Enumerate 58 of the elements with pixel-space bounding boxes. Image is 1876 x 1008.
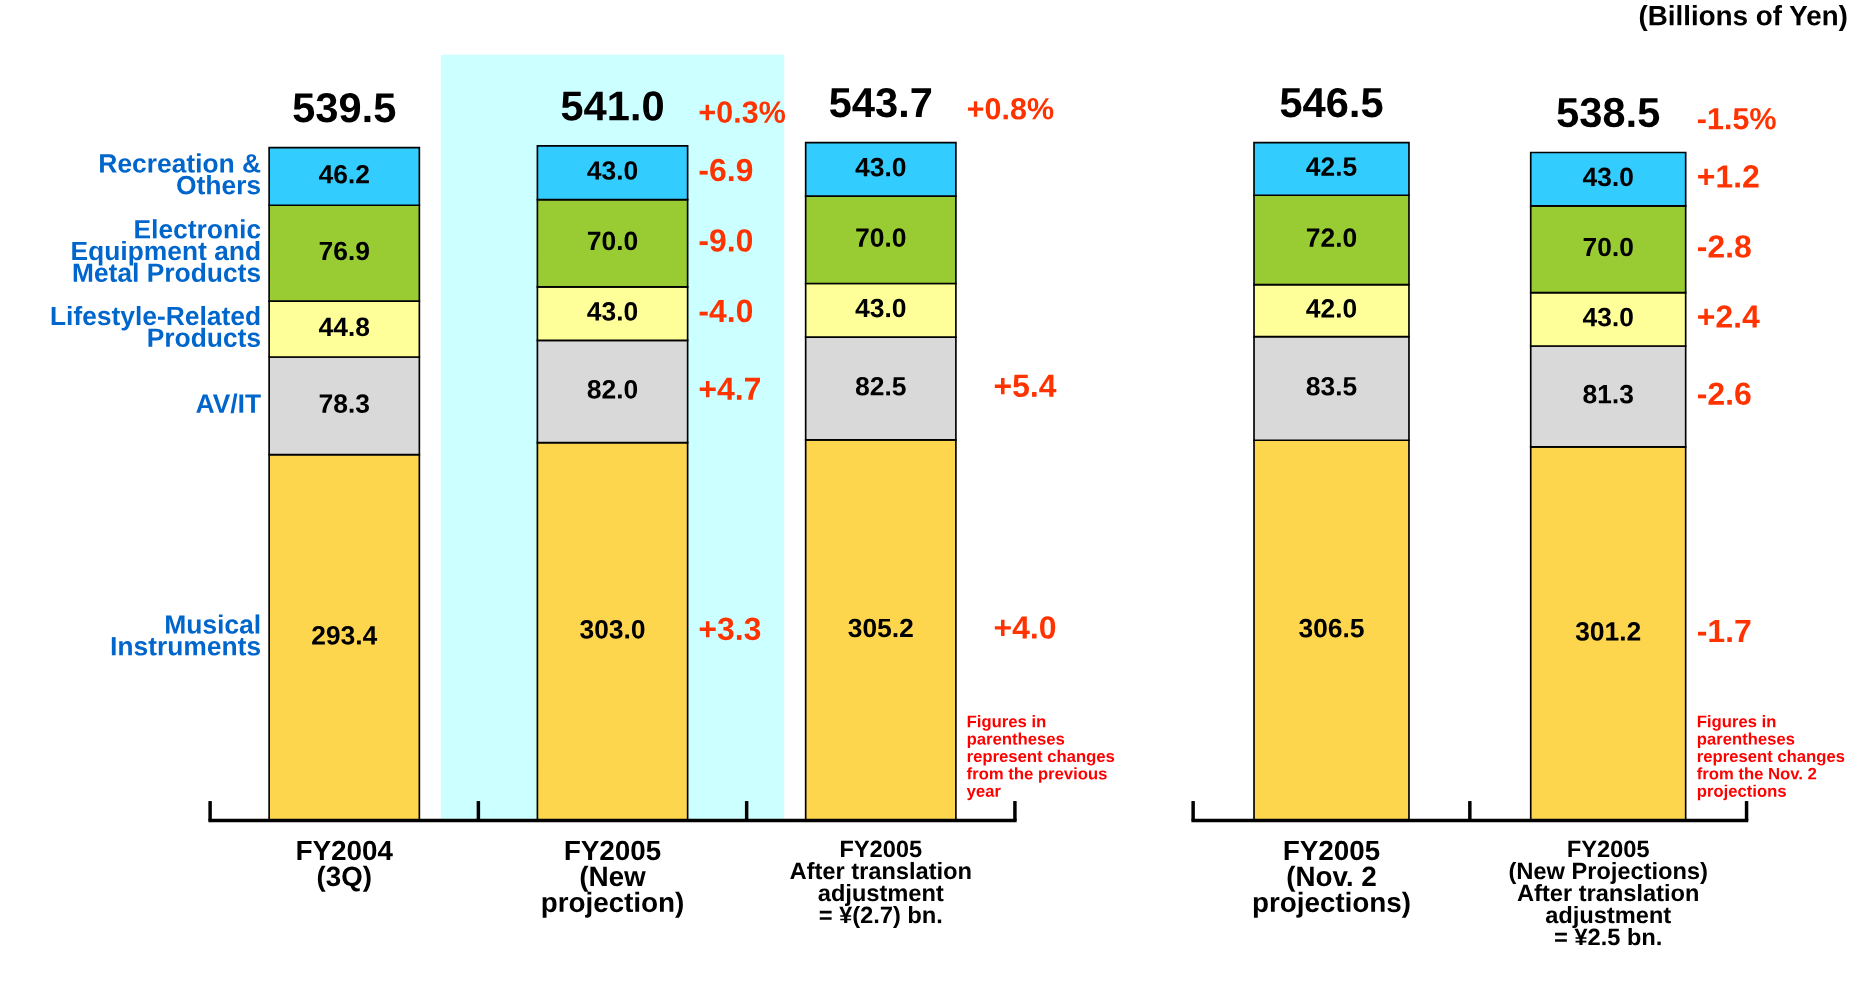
series-label: Electronic Equipment and Metal Products — [72, 219, 261, 283]
total-label: 543.7 — [829, 87, 932, 118]
total-label: 546.5 — [1280, 87, 1383, 118]
data-label: 78.3 — [319, 394, 369, 413]
text: +0.8% — [967, 97, 1054, 120]
data-label: 301.2 — [1575, 622, 1641, 641]
x-tick-label: FY2005 After translation adjustment = ¥(2.7) bn. — [790, 840, 971, 928]
annotation: -2.8 — [1698, 235, 1751, 258]
data-label: 82.5 — [855, 376, 906, 396]
series-label: Lifestyle-Related Products — [51, 305, 261, 348]
data-label: 305.2 — [848, 618, 913, 638]
series-label: AV/IT — [196, 393, 261, 414]
data-label: 43.0 — [1582, 307, 1633, 327]
data-label: 293.4 — [312, 625, 378, 645]
data-label: 83.5 — [1306, 376, 1357, 396]
data-label: 43.0 — [587, 302, 638, 321]
annotation: +1.2 — [1698, 165, 1759, 188]
data-label: 43.0 — [587, 161, 638, 180]
x-tick-label: FY2005 (New projection) — [542, 840, 683, 918]
x-tick-label: FY2004 (3Q) — [297, 840, 393, 892]
data-label: 72.0 — [1306, 228, 1357, 248]
data-label: 70.0 — [587, 231, 638, 251]
data-label: 44.8 — [318, 317, 370, 337]
annotation: -4.0 — [699, 299, 753, 323]
annotation: +4.7 — [699, 377, 761, 400]
data-label: 306.5 — [1299, 618, 1364, 638]
data-label: 81.3 — [1583, 384, 1633, 404]
annotation: +5.4 — [994, 374, 1057, 398]
chart-subtitle: (Billions of Yen) — [1639, 5, 1847, 31]
data-label: 43.0 — [1582, 167, 1633, 187]
total-label: 539.5 — [293, 92, 396, 123]
annotation: -9.0 — [699, 229, 753, 252]
annotation: -2.6 — [1698, 382, 1751, 406]
data-label: 42.5 — [1306, 157, 1357, 177]
series-label: Musical Instruments — [111, 614, 261, 656]
data-label: 43.0 — [855, 157, 906, 177]
total-label: 541.0 — [561, 91, 663, 121]
text: +0.3% — [699, 101, 786, 123]
annotation: Figures in parentheses represent changes from the previous year — [966, 715, 1115, 801]
data-label: 303.0 — [580, 620, 645, 639]
x-tick-label: FY2005 (Nov. 2 projections) — [1253, 840, 1410, 918]
data-label: 46.2 — [318, 164, 369, 184]
annotation: -6.9 — [699, 158, 753, 182]
annotation: +2.4 — [1698, 305, 1760, 328]
data-label: 43.0 — [855, 298, 906, 318]
total-label: 538.5 — [1557, 97, 1660, 128]
data-label: 70.0 — [1583, 237, 1633, 257]
annotation: -1.7 — [1698, 619, 1751, 642]
data-label: 70.0 — [856, 228, 906, 247]
annotation: +3.3 — [699, 617, 761, 641]
text: -1.5% — [1697, 107, 1776, 130]
x-tick-label: FY2005 (New Projections) After translation adjustment = ¥2.5 bn. — [1509, 840, 1707, 946]
annotation: +4.0 — [994, 616, 1056, 639]
data-label: 82.0 — [587, 379, 638, 399]
annotation: Figures in parentheses represent changes from the Nov. 2 projections — [1697, 715, 1845, 801]
series-label: Recreation & Others — [100, 153, 261, 195]
data-label: 76.9 — [319, 241, 369, 261]
data-label: 42.0 — [1306, 299, 1357, 318]
